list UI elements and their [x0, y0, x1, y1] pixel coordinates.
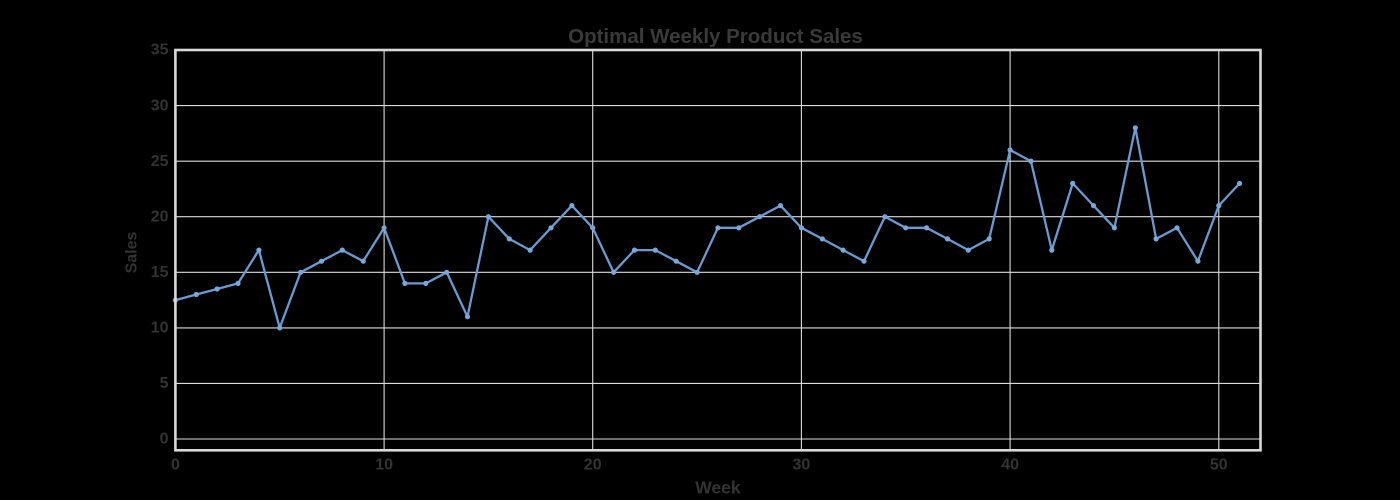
svg-text:25: 25: [151, 153, 169, 170]
svg-text:20: 20: [151, 208, 169, 225]
svg-text:10: 10: [375, 457, 393, 474]
svg-text:Sales: Sales: [124, 231, 141, 273]
svg-text:Week: Week: [695, 477, 741, 497]
svg-text:30: 30: [793, 457, 811, 474]
svg-text:35: 35: [151, 42, 169, 59]
svg-text:30: 30: [151, 97, 169, 114]
svg-text:5: 5: [160, 375, 169, 392]
svg-text:0: 0: [171, 457, 180, 474]
svg-text:20: 20: [584, 457, 602, 474]
svg-text:50: 50: [1210, 457, 1228, 474]
svg-text:Optimal Weekly Product Sales: Optimal Weekly Product Sales: [568, 25, 863, 48]
svg-text:40: 40: [1001, 457, 1019, 474]
svg-text:0: 0: [160, 431, 169, 448]
svg-text:15: 15: [151, 264, 169, 281]
svg-text:10: 10: [151, 320, 169, 337]
